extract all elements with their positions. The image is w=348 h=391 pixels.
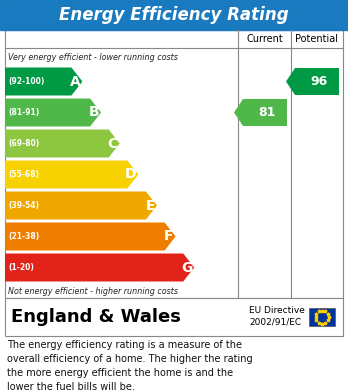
Text: Energy Efficiency Rating: Energy Efficiency Rating [59, 6, 289, 24]
Polygon shape [5, 160, 138, 188]
Text: EU Directive
2002/91/EC: EU Directive 2002/91/EC [249, 306, 305, 326]
Text: C: C [108, 136, 118, 151]
Polygon shape [5, 253, 194, 282]
Text: (81-91): (81-91) [8, 108, 39, 117]
Text: B: B [88, 106, 99, 120]
Bar [309, 308, 335, 326]
Text: E: E [145, 199, 155, 212]
Polygon shape [5, 222, 176, 251]
Bar [5, 298, 343, 336]
Text: D: D [125, 167, 136, 181]
Bar [0, 0, 348, 30]
Text: (39-54): (39-54) [8, 201, 39, 210]
Polygon shape [5, 192, 157, 219]
Text: (55-68): (55-68) [8, 170, 39, 179]
Text: Not energy efficient - higher running costs: Not energy efficient - higher running co… [8, 287, 178, 296]
Text: Current: Current [246, 34, 283, 44]
Text: Very energy efficient - lower running costs: Very energy efficient - lower running co… [8, 54, 178, 63]
Bar [5, 30, 343, 298]
Text: 96: 96 [310, 75, 327, 88]
Text: England & Wales: England & Wales [11, 308, 181, 326]
Polygon shape [286, 68, 339, 95]
Text: (69-80): (69-80) [8, 139, 39, 148]
Text: (92-100): (92-100) [8, 77, 45, 86]
Text: The energy efficiency rating is a measure of the
overall efficiency of a home. T: The energy efficiency rating is a measur… [7, 340, 253, 391]
Text: (1-20): (1-20) [8, 263, 34, 272]
Polygon shape [234, 99, 287, 126]
Text: F: F [164, 230, 174, 244]
Text: G: G [181, 260, 192, 274]
Text: 81: 81 [258, 106, 276, 119]
Polygon shape [5, 99, 101, 127]
Text: (21-38): (21-38) [8, 232, 39, 241]
Polygon shape [5, 129, 120, 158]
Text: Potential: Potential [295, 34, 339, 44]
Text: A: A [70, 75, 80, 88]
Polygon shape [5, 68, 82, 95]
